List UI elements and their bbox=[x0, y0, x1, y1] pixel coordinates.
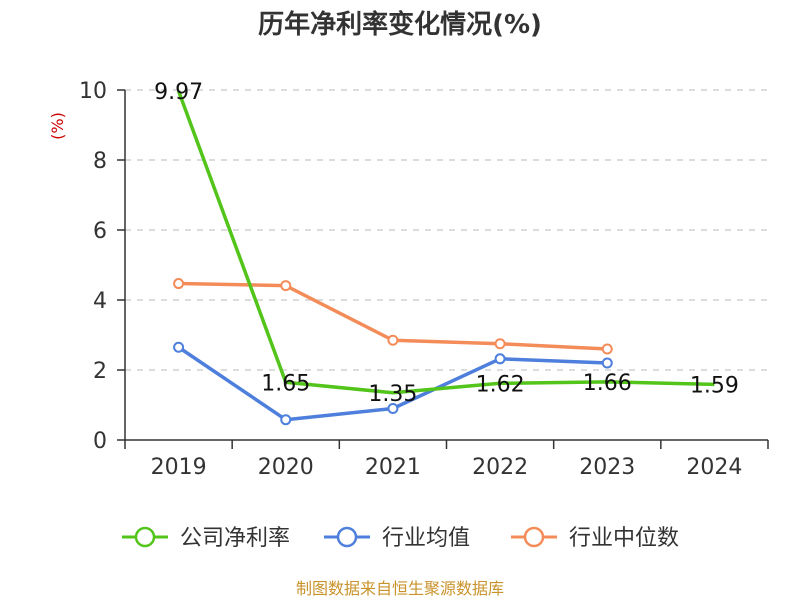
data-point bbox=[601, 357, 613, 369]
x-tick-label: 2019 bbox=[151, 455, 207, 480]
source-note: 制图数据来自恒生聚源数据库 bbox=[296, 579, 504, 598]
data-label: 1.62 bbox=[476, 372, 525, 397]
data-point bbox=[494, 353, 506, 365]
x-tick-label: 2024 bbox=[686, 455, 742, 480]
legend-item: 行业中位数 bbox=[511, 526, 679, 551]
series-1 bbox=[173, 341, 613, 426]
x-tick-label: 2021 bbox=[365, 455, 421, 480]
axes: 0 2 4 6 8 10 2019 2020 2021 2022 2023 2024 bbox=[79, 79, 769, 480]
data-point bbox=[494, 338, 506, 350]
y-tick-label: 2 bbox=[93, 359, 107, 384]
y-tick-label: 4 bbox=[93, 289, 107, 314]
legend: 公司净利率 行业均值 行业中位数 bbox=[122, 526, 679, 551]
data-label: 1.65 bbox=[261, 371, 310, 396]
series-0 bbox=[176, 90, 715, 395]
data-labels: 9.97 1.65 1.35 1.62 1.66 1.59 bbox=[154, 80, 739, 407]
data-label: 9.97 bbox=[154, 80, 203, 105]
legend-item: 公司净利率 bbox=[122, 526, 290, 551]
x-tick-label: 2022 bbox=[472, 455, 528, 480]
x-tick-label: 2023 bbox=[579, 455, 635, 480]
legend-label: 公司净利率 bbox=[180, 526, 290, 551]
series-line bbox=[176, 90, 715, 395]
y-tick-label: 8 bbox=[93, 149, 107, 174]
y-tick-label: 6 bbox=[93, 219, 107, 244]
legend-marker bbox=[134, 526, 156, 548]
data-point bbox=[280, 414, 292, 426]
legend-marker bbox=[336, 526, 358, 548]
data-label: 1.59 bbox=[690, 373, 739, 398]
grid-lines bbox=[125, 89, 768, 371]
y-tick-label: 0 bbox=[93, 429, 107, 454]
data-point bbox=[173, 278, 185, 290]
data-point bbox=[387, 403, 399, 414]
y-axis-unit: (%) bbox=[48, 112, 67, 140]
data-label: 1.66 bbox=[583, 371, 632, 396]
series-layer bbox=[173, 90, 715, 426]
y-tick-label: 10 bbox=[79, 79, 107, 104]
data-point bbox=[601, 343, 613, 355]
data-point bbox=[387, 334, 399, 346]
legend-marker bbox=[523, 526, 545, 548]
data-point bbox=[173, 341, 185, 353]
chart-title: 历年净利率变化情况(%) bbox=[258, 9, 542, 40]
x-tick-label: 2020 bbox=[258, 455, 314, 480]
legend-label: 行业中位数 bbox=[569, 526, 679, 551]
legend-label: 行业均值 bbox=[382, 526, 470, 551]
series-2 bbox=[173, 278, 613, 355]
data-point bbox=[280, 280, 292, 292]
legend-item: 行业均值 bbox=[324, 526, 470, 551]
data-label: 1.35 bbox=[368, 382, 417, 407]
